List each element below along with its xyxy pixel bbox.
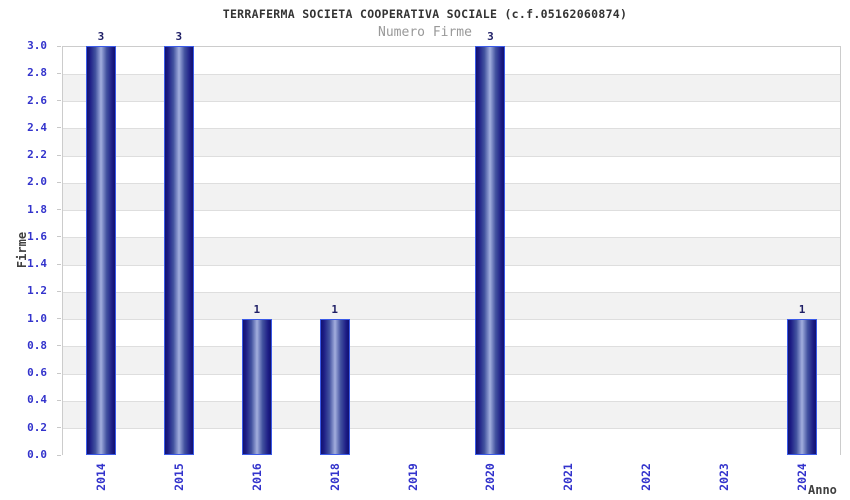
- gridline: [63, 182, 840, 184]
- bar-value-label: 3: [97, 30, 105, 43]
- y-tick-label: 1.0: [27, 311, 47, 325]
- gridline: [63, 291, 840, 293]
- gridline: [63, 264, 840, 266]
- bar-value-label: 1: [331, 302, 338, 316]
- y-tick-label: 1.2: [27, 284, 47, 298]
- chart-subtitle: Numero Firme: [378, 25, 472, 40]
- y-tick-mark: [57, 454, 61, 456]
- y-tick-label: 0.4: [27, 393, 47, 407]
- y-tick-mark: [57, 263, 61, 265]
- bar: [319, 318, 350, 455]
- y-tick-mark: [57, 427, 61, 429]
- bar: [163, 46, 194, 455]
- gridline: [63, 373, 840, 375]
- y-tick-mark: [57, 181, 61, 183]
- y-tick-label: 2.6: [27, 93, 47, 107]
- y-tick-mark: [57, 372, 61, 374]
- y-tick-mark: [57, 290, 61, 292]
- y-tick-label: 1.4: [27, 257, 47, 271]
- y-tick-mark: [57, 127, 61, 129]
- y-tick-label: 2.4: [27, 120, 47, 134]
- y-tick-mark: [57, 345, 61, 347]
- bar: [85, 46, 116, 455]
- gridline: [63, 128, 840, 130]
- chart-title: TERRAFERMA SOCIETA COOPERATIVA SOCIALE (…: [222, 7, 628, 21]
- y-tick-label: 3.0: [27, 39, 47, 52]
- gridline: [63, 428, 840, 430]
- y-tick-mark: [57, 72, 61, 74]
- gridline: [63, 346, 840, 348]
- x-axis-label: Anno: [808, 483, 837, 497]
- y-tick-label: 2.0: [27, 175, 47, 189]
- x-tick-label: 2015: [171, 463, 186, 491]
- y-tick-label: 0.0: [27, 448, 47, 461]
- y-tick-label: 1.6: [27, 229, 47, 243]
- bar-value-label: 1: [798, 302, 806, 316]
- y-tick-mark: [57, 399, 61, 401]
- y-tick-label: 1.8: [27, 202, 47, 216]
- x-tick-label: 2020: [483, 463, 498, 491]
- y-tick-mark: [57, 209, 61, 211]
- y-tick-mark: [57, 45, 61, 47]
- gridline: [63, 210, 840, 212]
- bar: [787, 318, 818, 455]
- bar: [475, 46, 506, 455]
- gridline: [63, 73, 840, 75]
- gridline: [63, 319, 840, 321]
- y-tick-mark: [57, 100, 61, 102]
- y-tick-label: 0.8: [27, 338, 47, 352]
- gridline: [63, 400, 840, 402]
- x-tick-label: 2023: [717, 463, 732, 491]
- x-tick-label: 2019: [405, 463, 420, 491]
- bar: [241, 318, 272, 455]
- x-tick-label: 2016: [249, 463, 264, 491]
- y-tick-label: 2.2: [27, 148, 47, 162]
- bar-value-label: 3: [487, 30, 494, 43]
- gridline: [63, 101, 840, 103]
- y-tick-label: 0.6: [27, 366, 47, 380]
- x-tick-label: 2021: [561, 463, 576, 491]
- x-tick-label: 2018: [327, 463, 342, 491]
- bar-value-label: 3: [175, 30, 183, 43]
- y-tick-mark: [57, 236, 61, 238]
- x-tick-label: 2014: [93, 463, 108, 491]
- y-tick-mark: [57, 318, 61, 320]
- y-tick-mark: [57, 154, 61, 156]
- y-tick-label: 2.8: [27, 66, 47, 80]
- y-tick-label: 0.2: [27, 420, 47, 434]
- gridline: [63, 237, 840, 239]
- x-tick-label: 2022: [639, 463, 654, 491]
- x-tick-label: 2024: [795, 463, 810, 491]
- gridline: [63, 155, 840, 157]
- bar-value-label: 1: [253, 302, 261, 316]
